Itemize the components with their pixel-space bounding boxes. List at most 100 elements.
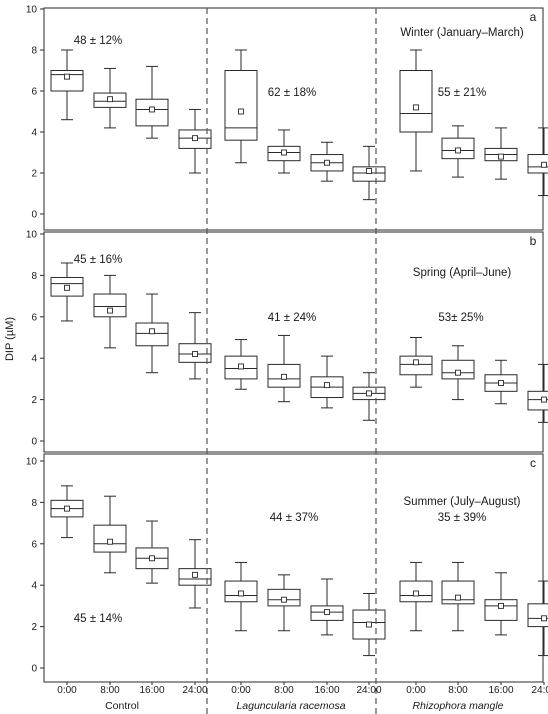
x-category-label: 24:00 (356, 685, 381, 696)
box-5 (267, 574, 301, 632)
mean-marker (455, 147, 461, 154)
mean-marker (324, 159, 330, 166)
box-5 (267, 334, 301, 403)
iqr-box (352, 166, 386, 182)
mean-marker (192, 351, 198, 358)
mean-marker (455, 369, 461, 376)
iqr-box (224, 70, 258, 141)
removal-annotation: 48 ± 12% (74, 35, 123, 47)
iqr-box (527, 603, 548, 628)
box-6 (310, 355, 344, 409)
y-tick-label: 0 (31, 210, 37, 221)
mean-marker (64, 284, 70, 291)
box-5 (267, 129, 301, 174)
box-11 (527, 363, 548, 423)
x-category-label: 16:00 (488, 685, 513, 696)
iqr-box (135, 98, 169, 127)
iqr-box (93, 293, 127, 318)
x-category-label: 0:00 (406, 685, 426, 696)
panel-frame (43, 453, 544, 683)
box-4 (224, 49, 258, 164)
mean-marker (498, 153, 504, 160)
removal-annotation: 45 ± 14% (74, 613, 123, 625)
y-tick-label: 8 (31, 498, 37, 509)
box-3 (178, 312, 212, 380)
box-8 (399, 337, 433, 388)
box-8 (399, 49, 433, 172)
mean-marker (541, 161, 547, 168)
mean-marker (413, 104, 419, 111)
mean-marker (455, 594, 461, 601)
mean-marker (498, 602, 504, 609)
mean-marker (149, 555, 155, 562)
mean-marker (366, 167, 372, 174)
box-2 (135, 293, 169, 374)
y-tick-label: 6 (31, 312, 37, 323)
removal-annotation: 44 ± 37% (270, 512, 319, 524)
mean-marker (238, 108, 244, 115)
x-category-label: 16:00 (139, 685, 164, 696)
mean-marker (107, 96, 113, 103)
panel-letter: b (530, 234, 537, 248)
mean-marker (107, 307, 113, 314)
panel-letter: c (530, 456, 536, 470)
box-1 (93, 67, 127, 129)
x-category-label: 8:00 (100, 685, 120, 696)
group-dividers (206, 8, 377, 714)
mean-marker (324, 382, 330, 389)
box-2 (135, 65, 169, 139)
panel-letter: a (530, 10, 537, 24)
mean-marker (541, 615, 547, 622)
removal-annotation: 53± 25% (438, 312, 483, 324)
mean-marker (281, 149, 287, 156)
mean-marker (149, 328, 155, 335)
x-category-label: 24:00 (182, 685, 207, 696)
x-category-label: 8:00 (448, 685, 468, 696)
removal-annotation: 62 ± 18% (268, 87, 317, 99)
mean-marker (238, 590, 244, 597)
iqr-box (527, 390, 548, 411)
panel-a: 0 2 4 6 8 10 48 ± 12% 62 ± 18% 55 ± 21% Winter (J… (26, 5, 548, 231)
mean-marker (541, 396, 547, 403)
box-7 (352, 372, 386, 421)
mean-marker (413, 359, 419, 366)
iqr-box (484, 599, 518, 621)
removal-annotation: 35 ± 39% (438, 512, 487, 524)
box-9 (441, 125, 475, 178)
box-4 (224, 561, 258, 632)
iqr-box (93, 524, 127, 553)
group-label: Laguncularia racemosa (236, 700, 345, 712)
group-label: Control (105, 700, 139, 712)
x-axis: 0:00 8:00 16:00 24:00 0:00 8:00 16:00 24:00 0:00… (57, 682, 548, 712)
box-11 (527, 580, 548, 657)
mean-marker (366, 621, 372, 628)
box-7 (352, 592, 386, 657)
box-1 (93, 274, 127, 349)
box-8 (399, 561, 433, 632)
box-0 (50, 262, 84, 322)
mean-marker (498, 380, 504, 386)
box-4 (224, 339, 258, 390)
y-tick-label: 6 (31, 539, 37, 550)
removal-annotation: 55 ± 21% (438, 87, 487, 99)
box-9 (441, 345, 475, 401)
mean-marker (324, 609, 330, 616)
y-tick-label: 6 (31, 87, 37, 98)
mean-marker (281, 596, 287, 603)
box-9 (441, 561, 475, 632)
y-tick-label: 10 (26, 230, 38, 241)
box-2 (135, 520, 169, 584)
removal-annotation: 45 ± 16% (74, 254, 123, 266)
mean-marker (64, 505, 70, 512)
mean-marker (238, 363, 244, 370)
y-tick-label: 10 (26, 457, 38, 468)
box-0 (50, 49, 84, 121)
mean-marker (192, 135, 198, 142)
box-11 (527, 127, 548, 197)
x-category-label: 16:00 (314, 685, 339, 696)
box-10 (484, 572, 518, 636)
group-label: Rhizophora mangle (412, 700, 503, 712)
iqr-box (50, 70, 84, 92)
mean-marker (64, 73, 70, 80)
